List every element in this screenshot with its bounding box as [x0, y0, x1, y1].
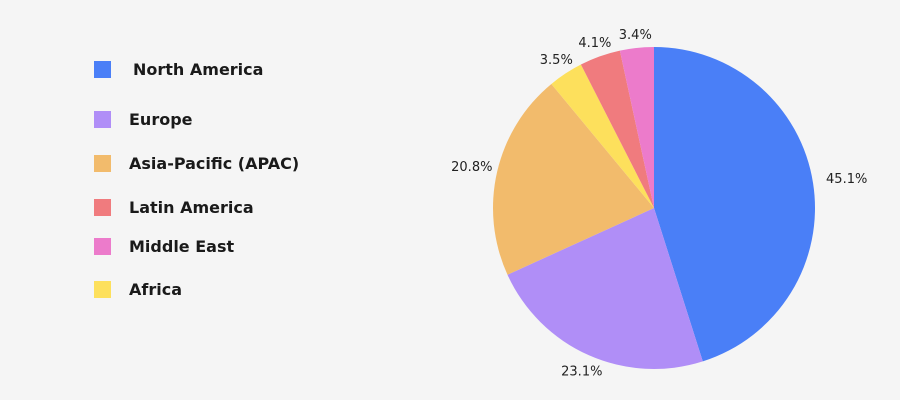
legend-item-north-america: North America — [94, 59, 263, 79]
legend-label: Africa — [129, 279, 182, 299]
pie-slice-asia-pacific-apac — [492, 83, 654, 275]
pie-value-label: 20.8% — [451, 160, 492, 175]
pie-slice-latin-america — [580, 50, 654, 208]
legend-item-asia-pacific: Asia-Pacific (APAC) — [94, 153, 299, 173]
pie-value-label: 45.1% — [826, 172, 867, 187]
legend-item-latin-america: Latin America — [94, 197, 254, 217]
legend-label: North America — [133, 59, 264, 79]
pie-slice-middle-east — [619, 47, 654, 208]
legend-swatch — [94, 237, 111, 255]
pie-slice-europe — [507, 208, 703, 370]
legend-label: Middle East — [129, 236, 235, 256]
legend-label: Europe — [129, 109, 193, 129]
legend-swatch — [94, 198, 111, 216]
pie-value-labels: 45.1% 23.1% 20.8% 3.5% 4.1% 3.4% — [451, 28, 867, 380]
legend-item-europe: Europe — [94, 109, 193, 129]
legend-swatch — [94, 60, 111, 78]
legend-item-middle-east: Middle East — [94, 236, 234, 256]
legend-item-africa: Africa — [94, 279, 182, 299]
legend-label: Asia-Pacific (APAC) — [129, 153, 300, 173]
legend-swatch — [94, 110, 111, 128]
pie-slice-africa — [551, 64, 654, 208]
pie-slice-north-america — [654, 47, 816, 362]
pie-value-label: 4.1% — [578, 36, 611, 51]
pie-value-label: 3.4% — [619, 28, 652, 43]
pie-value-label: 23.1% — [561, 365, 602, 380]
pie-value-label: 3.5% — [540, 53, 573, 68]
pie-slices — [492, 47, 816, 370]
legend-swatch — [94, 280, 111, 298]
legend-label: Latin America — [129, 197, 254, 217]
legend: North America Europe Asia-Pacific (APAC)… — [0, 0, 420, 400]
legend-swatch — [94, 154, 111, 172]
